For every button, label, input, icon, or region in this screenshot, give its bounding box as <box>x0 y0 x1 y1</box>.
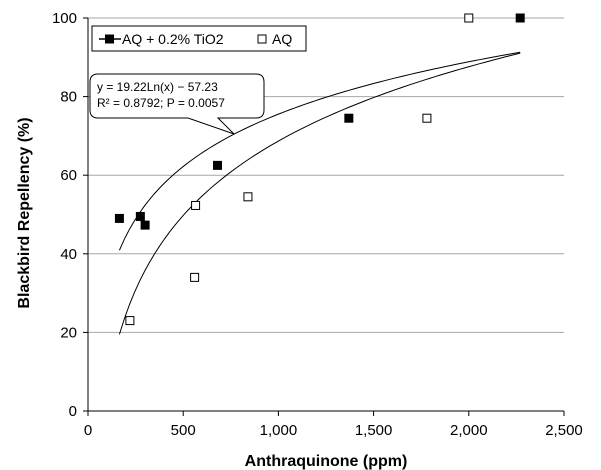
point-aq-tio2 <box>114 213 124 223</box>
axes <box>87 18 564 412</box>
x-tick-label: 2,000 <box>450 422 488 439</box>
point-aq <box>243 192 253 202</box>
trendline-2 <box>118 52 521 335</box>
point-aq-tio2 <box>135 211 145 221</box>
point-aq <box>422 113 432 123</box>
legend-label-aq: AQ <box>272 31 292 47</box>
ticks <box>83 17 565 416</box>
y-tick-label: 80 <box>60 89 77 106</box>
x-tick-label: 500 <box>171 422 196 439</box>
point-aq-tio2 <box>344 113 354 123</box>
x-tick-label: 2,500 <box>545 422 583 439</box>
callout-stats: R² = 0.8792; P = 0.0057 <box>97 96 225 110</box>
x-axis-title: Anthraquinone (ppm) <box>245 453 408 470</box>
equation-callout: y = 19.22Ln(x) − 57.23 R² = 0.8792; P = … <box>89 73 265 135</box>
callout-bubble <box>89 73 265 135</box>
callout-equation: y = 19.22Ln(x) − 57.23 <box>97 80 218 94</box>
legend-marker-aq <box>257 34 267 44</box>
points <box>114 13 525 326</box>
point-aq-tio2 <box>212 160 222 170</box>
y-tick-label: 20 <box>60 324 77 341</box>
y-tick-label: 0 <box>69 403 77 420</box>
x-tick-label: 0 <box>84 422 92 439</box>
gridlines <box>88 17 564 333</box>
trendlines <box>118 51 521 335</box>
legend-box <box>91 25 307 52</box>
y-tick-label: 40 <box>60 246 77 263</box>
legend-label-aq-tio2: AQ + 0.2% TiO2 <box>122 31 224 47</box>
point-aq-tio2 <box>140 220 150 230</box>
point-aq-tio2 <box>515 13 525 23</box>
y-axis-title: Blackbird Repellency (%) <box>16 117 33 308</box>
tick-labels: 0 20 40 60 80 100 0 500 1,000 1,500 2,000 2,500 <box>52 10 583 439</box>
x-tick-label: 1,000 <box>260 422 298 439</box>
x-tick-label: 1,500 <box>355 422 393 439</box>
point-aq <box>464 13 474 23</box>
legend: AQ + 0.2% TiO2 AQ <box>91 25 307 52</box>
y-tick-label: 100 <box>52 10 77 27</box>
legend-marker-aq-tio2 <box>105 34 114 44</box>
point-aq <box>125 316 135 326</box>
y-tick-label: 60 <box>60 167 77 184</box>
point-aq <box>190 272 200 282</box>
trendline-1 <box>118 51 521 251</box>
point-aq <box>191 200 201 210</box>
